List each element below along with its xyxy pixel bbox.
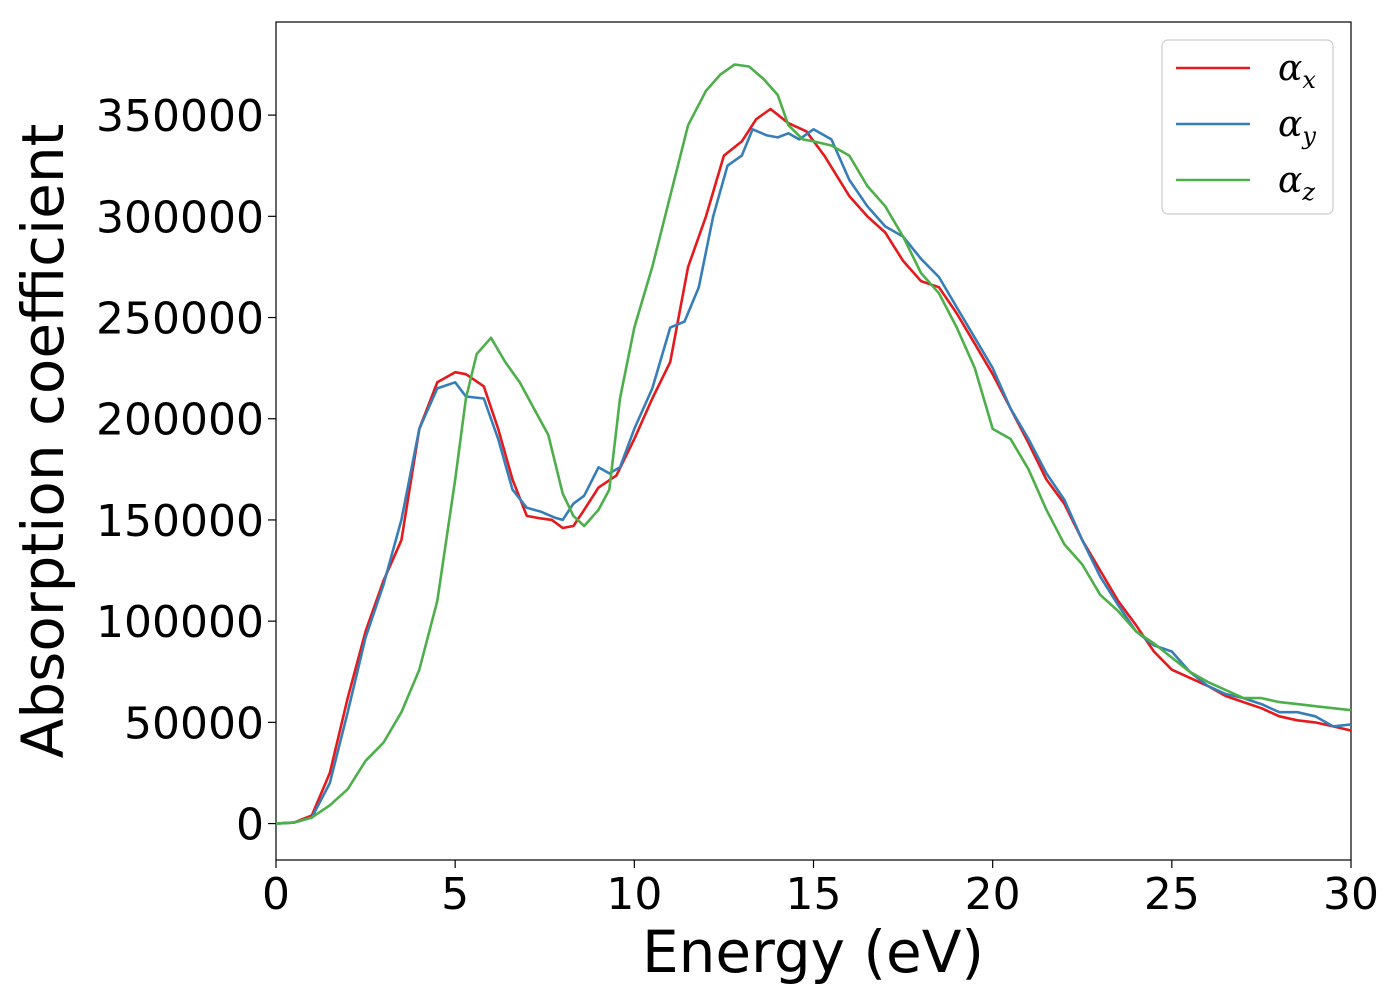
series-line-y (275, 128, 1352, 825)
series-line-z (275, 63, 1352, 825)
x-tick-label: 0 (262, 869, 290, 920)
x-tick-label: 15 (786, 869, 842, 920)
x-axis-label: Energy (eV) (642, 918, 984, 986)
x-tick-label: 25 (1144, 869, 1200, 920)
legend-box (1161, 39, 1334, 215)
legend-label-y: αy (1278, 104, 1316, 150)
y-tick-label: 150000 (96, 496, 264, 547)
y-tick-label: 250000 (96, 294, 264, 345)
series-line-x (275, 107, 1352, 825)
legend-label-z: αz (1278, 160, 1315, 206)
y-tick-label: 100000 (96, 597, 264, 648)
x-tick-label: 30 (1323, 869, 1379, 920)
legend-label-x: αx (1278, 48, 1316, 94)
y-axis-label: Absorption coefficient (9, 124, 77, 759)
y-tick-label: 350000 (96, 91, 264, 142)
legend: αx αy αz (1161, 39, 1334, 215)
x-tick-label: 10 (606, 869, 662, 920)
ticks-layer: 0 5 10 15 20 25 30 0 50000 100000 150000 200000 2500… (96, 91, 1379, 920)
x-tick-label: 20 (965, 869, 1021, 920)
y-tick-label: 0 (236, 800, 264, 851)
x-tick-label: 5 (441, 869, 469, 920)
y-tick-label: 50000 (124, 698, 264, 749)
series-layer (275, 63, 1352, 825)
y-tick-label: 200000 (96, 395, 264, 446)
y-tick-label: 300000 (96, 192, 264, 243)
